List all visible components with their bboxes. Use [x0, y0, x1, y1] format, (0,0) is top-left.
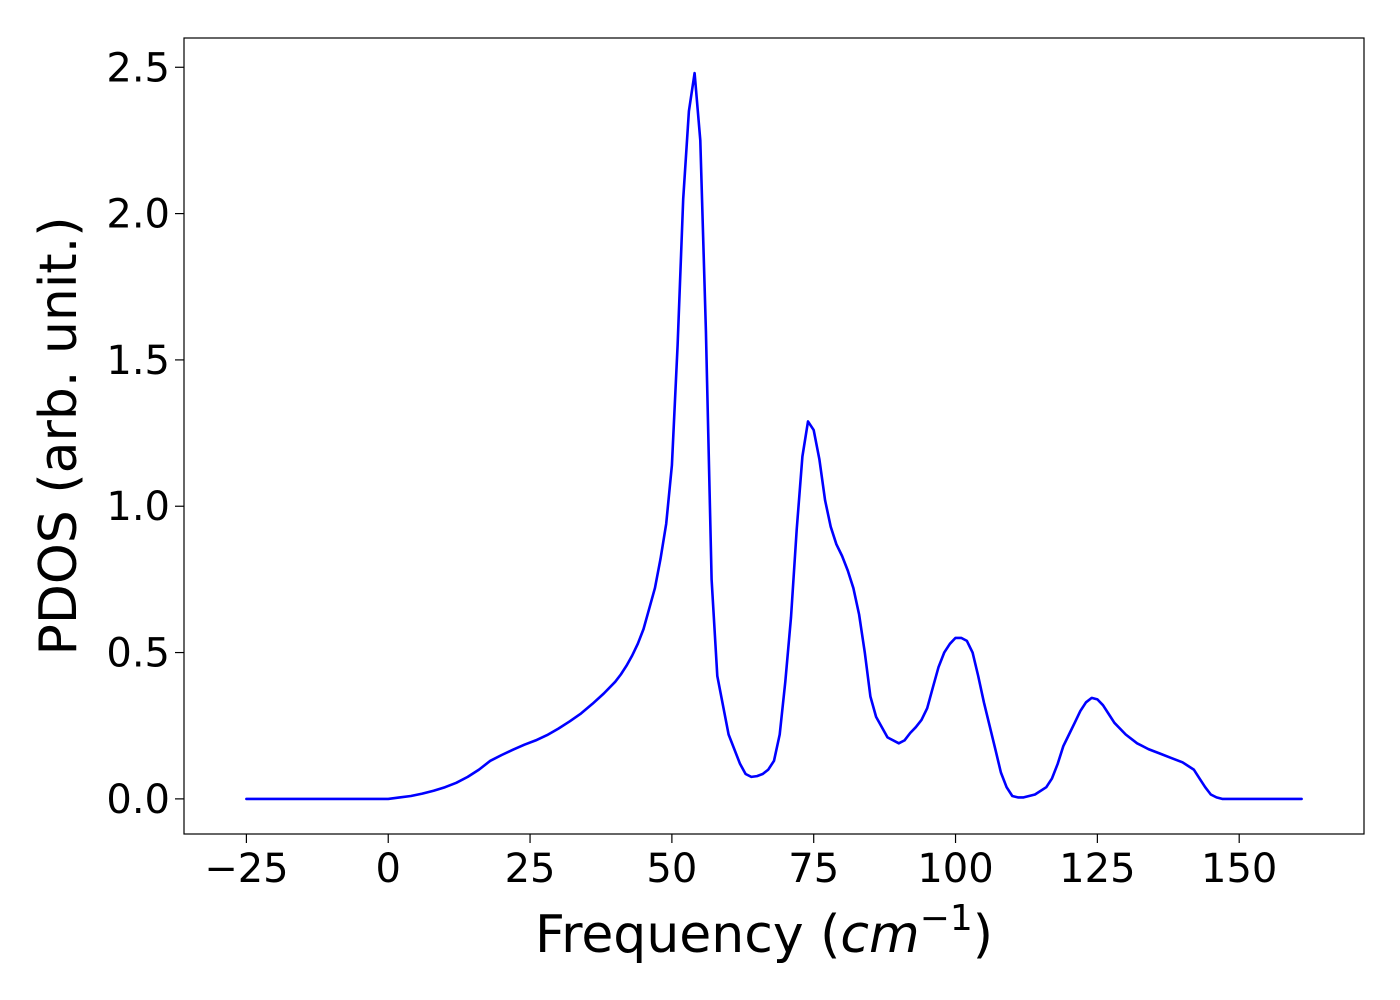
- x-axis-label-prefix: Frequency (: [535, 905, 840, 965]
- y-tick-label: 0.0: [106, 777, 170, 823]
- x-tick-label: 0: [376, 846, 401, 892]
- x-tick-label: 150: [1201, 846, 1277, 892]
- plot-area: [245, 71, 1303, 801]
- x-tick-label: −25: [204, 846, 288, 892]
- x-tick-label: 75: [788, 846, 839, 892]
- axis-ticks: −25 0 25 50 75 100 125 150 0.0 0.5 1.0 1.5 2.0 2.5: [106, 45, 1277, 892]
- x-tick-label: 125: [1059, 846, 1135, 892]
- x-axis-label: Frequency (cm−1): [535, 898, 993, 965]
- x-axis-label-suffix: ): [973, 905, 993, 965]
- y-axis-label: PDOS (arb. unit.): [29, 216, 89, 655]
- x-tick-label: 25: [505, 846, 556, 892]
- x-tick-label: 50: [646, 846, 697, 892]
- y-tick-label: 2.5: [106, 45, 170, 91]
- pdos-series-line: [245, 71, 1303, 801]
- x-axis-label-exponent: −1: [920, 898, 973, 939]
- y-tick-label: 0.5: [106, 631, 170, 677]
- y-tick-label: 1.0: [106, 484, 170, 530]
- plot-frame: [183, 37, 1365, 835]
- y-tick-label: 2.0: [106, 192, 170, 238]
- x-axis-label-unit: cm: [840, 905, 919, 965]
- y-tick-label: 1.5: [106, 338, 170, 384]
- x-tick-label: 100: [917, 846, 993, 892]
